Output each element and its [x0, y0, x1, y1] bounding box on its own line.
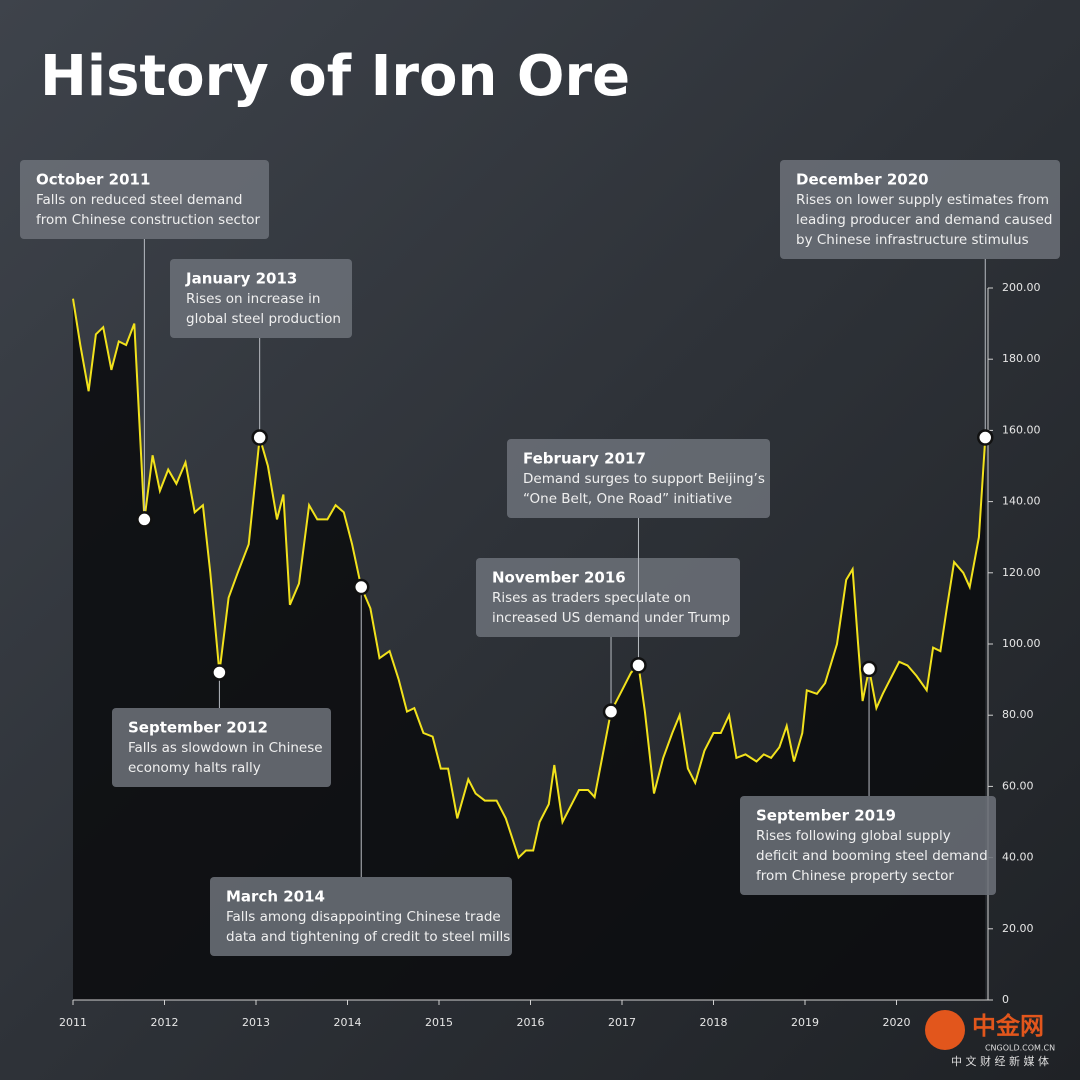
chart-title: History of Iron Ore — [40, 44, 630, 109]
annotation-text: Falls among disappointing Chinese trade — [226, 909, 501, 925]
x-tick-label: 2011 — [59, 1016, 87, 1029]
annotation-text: Rises on increase in — [186, 291, 320, 307]
x-tick-label: 2019 — [791, 1016, 819, 1029]
annotation-text: Rises on lower supply estimates from — [796, 192, 1049, 208]
annotation-text: leading producer and demand caused — [796, 212, 1052, 228]
marker — [352, 578, 370, 596]
annotation-box — [780, 160, 1060, 259]
marker — [136, 511, 153, 528]
watermark-tagline: 中 文 财 经 新 媒 体 — [951, 1054, 1049, 1068]
marker — [211, 664, 228, 681]
annotation-box — [740, 796, 996, 895]
y-tick-label: 160.00 — [1002, 423, 1041, 436]
annotation-text: by Chinese infrastructure stimulus — [796, 232, 1029, 248]
y-tick-label: 200.00 — [1002, 281, 1041, 294]
annotation-title: January 2013 — [185, 270, 297, 288]
marker — [977, 429, 994, 446]
annotation-text: global steel production — [186, 311, 341, 327]
annotation-text: “One Belt, One Road” initiative — [523, 491, 732, 507]
x-tick-label: 2020 — [883, 1016, 911, 1029]
annotation-box — [476, 558, 740, 637]
marker — [860, 660, 878, 678]
annotation-title: September 2012 — [128, 719, 268, 737]
annotation-text: Rises following global supply — [756, 828, 951, 844]
marker — [251, 429, 268, 446]
y-tick-label: 80.00 — [1002, 708, 1034, 721]
annotation-text: Demand surges to support Beijing’s — [523, 471, 765, 487]
y-tick-label: 0 — [1002, 993, 1009, 1006]
annotation-text: Rises as traders speculate on — [492, 590, 691, 606]
watermark-site: CNGOLD.COM.CN — [985, 1044, 1055, 1053]
y-tick-label: 140.00 — [1002, 495, 1041, 508]
watermark-logo: 中金网 — [972, 1012, 1044, 1040]
line — [72, 298, 987, 860]
annotation-text: deficit and booming steel demand — [756, 848, 988, 864]
annotation-text: data and tightening of credit to steel m… — [226, 929, 510, 945]
annotation-box — [112, 708, 331, 787]
y-tick-label: 100.00 — [1002, 637, 1041, 650]
y-tick-label: 20.00 — [1002, 922, 1034, 935]
annotation-text: increased US demand under Trump — [492, 610, 730, 626]
x-tick-label: 2014 — [334, 1016, 362, 1029]
y-tick-label: 180.00 — [1002, 352, 1041, 365]
annotation-text: economy halts rally — [128, 760, 261, 776]
y-tick-label: 40.00 — [1002, 851, 1034, 864]
annotation-box — [507, 439, 770, 518]
x-tick-label: 2012 — [151, 1016, 179, 1029]
annotation-box — [20, 160, 269, 239]
annotation-title: October 2011 — [36, 171, 150, 189]
watermark-icon — [925, 1010, 965, 1050]
marker — [630, 657, 647, 674]
annotation-text: Falls on reduced steel demand — [36, 192, 242, 208]
annotation-title: February 2017 — [523, 450, 646, 468]
annotation-title: November 2016 — [492, 569, 626, 587]
annotation-box — [170, 259, 352, 338]
y-tick-label: 60.00 — [1002, 779, 1034, 792]
annotation-title: December 2020 — [796, 171, 929, 189]
x-tick-label: 2016 — [517, 1016, 545, 1029]
x-tick-label: 2015 — [425, 1016, 453, 1029]
annotation-text: from Chinese construction sector — [36, 212, 260, 228]
x-tick-label: 2018 — [700, 1016, 728, 1029]
annotation-text: Falls as slowdown in Chinese — [128, 740, 323, 756]
annotation-title: March 2014 — [226, 888, 325, 906]
annotation-text: from Chinese property sector — [756, 868, 954, 884]
x-tick-label: 2013 — [242, 1016, 270, 1029]
annotation-title: September 2019 — [756, 807, 896, 825]
marker — [602, 703, 620, 720]
y-tick-label: 120.00 — [1002, 566, 1041, 579]
x-tick-label: 2017 — [608, 1016, 636, 1029]
annotation-box — [210, 877, 512, 956]
